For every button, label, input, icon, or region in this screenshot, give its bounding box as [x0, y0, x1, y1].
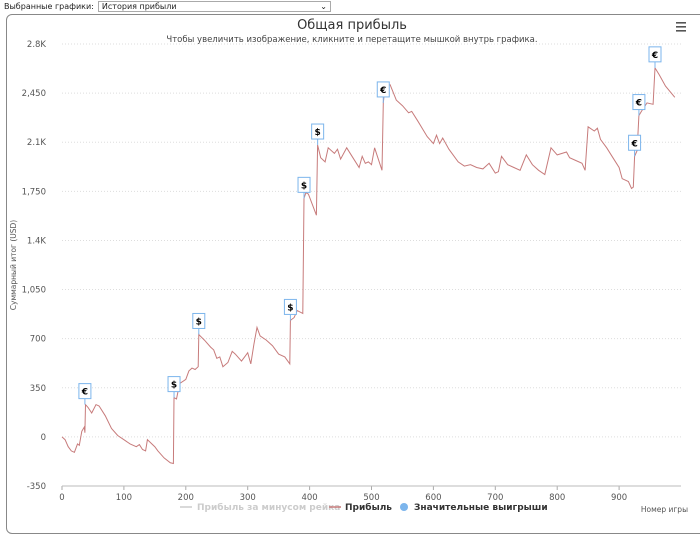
x-tick-label: 300	[240, 493, 256, 503]
chart-title: Общая прибыль	[297, 18, 407, 33]
big-win-marker[interactable]: €	[628, 134, 642, 157]
big-win-marker[interactable]: €	[376, 81, 390, 103]
big-win-symbol: $	[171, 381, 177, 391]
y-tick-label: 2.1K	[27, 138, 47, 148]
chart-select-value: История прибыли	[101, 2, 177, 11]
big-win-marker[interactable]: $	[311, 123, 325, 146]
menu-icon[interactable]	[676, 22, 686, 32]
x-tick-label: 900	[611, 493, 627, 503]
y-tick-label: 2.8K	[27, 40, 47, 50]
x-tick-label: 0	[59, 493, 64, 503]
big-win-symbol: €	[81, 388, 88, 398]
y-tick-label: 350	[30, 384, 46, 394]
big-win-symbol: €	[379, 86, 386, 96]
legend-item-big-wins[interactable]: Значительные выигрыши	[400, 503, 548, 513]
legend-label: Прибыль	[345, 502, 392, 513]
big-win-symbol: €	[651, 51, 658, 61]
legend-label: Прибыль за минусом рейка	[197, 502, 340, 513]
big-win-symbol: €	[630, 139, 637, 149]
big-win-marker[interactable]: $	[192, 312, 206, 335]
x-tick-label: 800	[549, 493, 565, 503]
legend-item-rake[interactable]: Прибыль за минусом рейка	[180, 502, 340, 513]
big-win-marker[interactable]: €	[78, 383, 92, 405]
big-win-marker[interactable]: $	[167, 376, 181, 398]
big-win-symbol: $	[301, 181, 307, 191]
legend-item-profit[interactable]: Прибыль	[329, 502, 392, 513]
y-tick-label: 1.4K	[27, 236, 47, 246]
y-tick-label: 2,450	[22, 89, 46, 99]
big-win-marker[interactable]: $	[297, 176, 311, 199]
profit-chart[interactable]: Общая прибыль Чтобы увеличить изображени…	[0, 0, 700, 520]
x-tick-label: 500	[363, 493, 379, 503]
legend: Прибыль за минусом рейка Прибыль Значите…	[180, 502, 548, 513]
chevron-down-icon: ⌄	[320, 2, 327, 11]
y-tick-label: 700	[30, 335, 46, 345]
big-win-marker[interactable]: $	[283, 298, 297, 321]
y-tick-label: 1,050	[22, 286, 46, 296]
big-win-symbol: $	[196, 317, 202, 327]
big-win-symbol: $	[315, 128, 321, 138]
legend-label: Значительные выигрыши	[414, 503, 548, 513]
chart-select[interactable]: История прибыли ⌄	[97, 1, 331, 12]
x-axis-label: Номер игры	[641, 505, 688, 514]
big-win-symbol: €	[635, 99, 642, 109]
selector-label: Выбранные графики:	[4, 2, 94, 11]
y-axis-label: Суммарный итог (USD)	[9, 220, 18, 311]
y-tick-label: 0	[41, 433, 46, 443]
x-tick-label: 200	[178, 493, 194, 503]
x-tick-label: 100	[116, 493, 132, 503]
big-win-symbol: $	[287, 303, 293, 313]
chart-selector-bar: Выбранные графики: История прибыли ⌄	[4, 1, 331, 12]
big-win-marker[interactable]: €	[648, 46, 662, 68]
x-tick-label: 600	[425, 493, 441, 503]
big-win-marker[interactable]: €	[632, 94, 646, 116]
y-tick-label: 1,750	[22, 187, 46, 197]
profit-line[interactable]	[61, 66, 676, 465]
x-tick-label: 400	[301, 493, 317, 503]
chart-subtitle: Чтобы увеличить изображение, кликните и …	[166, 35, 537, 45]
x-tick-label: 700	[487, 493, 503, 503]
y-tick-label: -350	[27, 482, 46, 492]
